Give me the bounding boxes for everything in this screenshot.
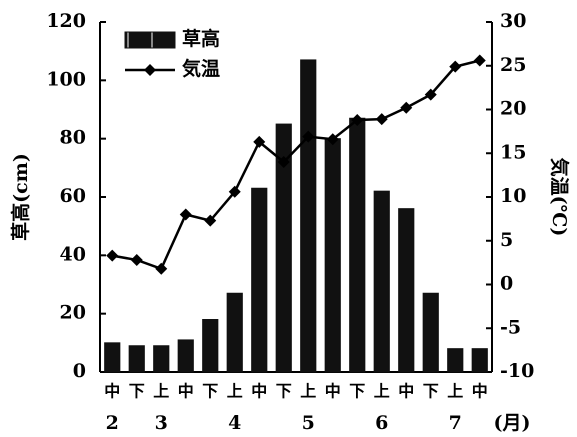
- bar: [177, 339, 194, 373]
- marker: [326, 133, 339, 146]
- month-label: 6: [375, 412, 388, 434]
- marker: [473, 54, 486, 67]
- x-tick-label: 中: [325, 382, 341, 401]
- y-tick-label: 60: [60, 185, 86, 207]
- x-tick-label: 上: [227, 382, 243, 401]
- y-tick-label: 0: [73, 360, 86, 382]
- temperature-line: [112, 59, 481, 271]
- y2-tick-label: 20: [500, 98, 526, 120]
- legend-swatch: [124, 31, 176, 49]
- x-tick-label: 上: [300, 382, 316, 401]
- y2-tick-label: 30: [500, 10, 526, 32]
- x-tick-label: 下: [423, 382, 439, 401]
- bar: [373, 190, 390, 373]
- marker: [253, 135, 266, 148]
- legend-marker: [144, 64, 156, 76]
- marker: [375, 113, 388, 126]
- marker: [424, 88, 437, 101]
- marker: [400, 101, 413, 114]
- month-label: 4: [228, 412, 241, 434]
- month-unit: (月): [494, 412, 531, 434]
- y2-tick-label: 5: [500, 229, 513, 251]
- y-tick-label: 100: [46, 68, 86, 90]
- bar: [226, 292, 243, 373]
- marker: [228, 185, 241, 198]
- marker: [106, 249, 119, 262]
- bar: [251, 187, 268, 373]
- marker: [302, 130, 315, 143]
- bar: [202, 319, 219, 373]
- month-label: 7: [449, 412, 462, 434]
- bar: [275, 123, 292, 373]
- marker: [155, 262, 168, 275]
- legend-label: 草高: [182, 27, 220, 50]
- x-tick-label: 中: [398, 382, 414, 401]
- y2-tick-label: -10: [500, 360, 534, 382]
- bar: [471, 348, 488, 373]
- marker: [449, 60, 462, 73]
- marker: [351, 114, 364, 126]
- y-tick-label: 80: [60, 127, 86, 149]
- bar: [153, 345, 170, 373]
- x-tick-label: 中: [104, 382, 120, 401]
- y2-tick-label: 25: [500, 54, 526, 76]
- y2-axis-label: 気温(℃): [548, 158, 571, 237]
- marker: [130, 254, 143, 266]
- bar: [422, 292, 439, 373]
- month-label: 5: [302, 412, 315, 434]
- bar: [300, 59, 317, 373]
- bar: [128, 345, 145, 373]
- x-tick-label: 下: [129, 382, 145, 401]
- bar: [349, 117, 366, 373]
- y-tick-label: 40: [60, 243, 86, 265]
- month-label: 3: [155, 412, 168, 434]
- bar: [447, 348, 464, 373]
- x-tick-label: 下: [349, 382, 365, 401]
- month-label: 2: [106, 412, 119, 434]
- x-tick-label: 中: [251, 382, 267, 401]
- bar: [324, 138, 341, 373]
- x-tick-label: 上: [374, 382, 390, 401]
- y2-tick-label: 0: [500, 273, 513, 295]
- bar: [398, 208, 415, 373]
- y2-tick-label: -5: [500, 316, 521, 338]
- y2-tick-label: 10: [500, 185, 526, 207]
- y-tick-label: 20: [60, 302, 86, 324]
- legend-label: 気温: [182, 57, 220, 80]
- marker: [179, 208, 192, 221]
- x-tick-label: 下: [276, 382, 292, 401]
- y2-tick-label: 15: [500, 141, 526, 163]
- x-tick-label: 中: [178, 382, 194, 401]
- x-tick-label: 中: [472, 382, 488, 401]
- x-tick-label: 下: [202, 382, 218, 401]
- x-tick-label: 上: [447, 382, 463, 401]
- x-tick-label: 上: [153, 382, 169, 401]
- y-axis-label: 草高(cm): [9, 153, 32, 241]
- marker: [204, 214, 217, 227]
- marker: [277, 156, 290, 168]
- bar: [104, 342, 121, 373]
- y-tick-label: 120: [46, 10, 86, 32]
